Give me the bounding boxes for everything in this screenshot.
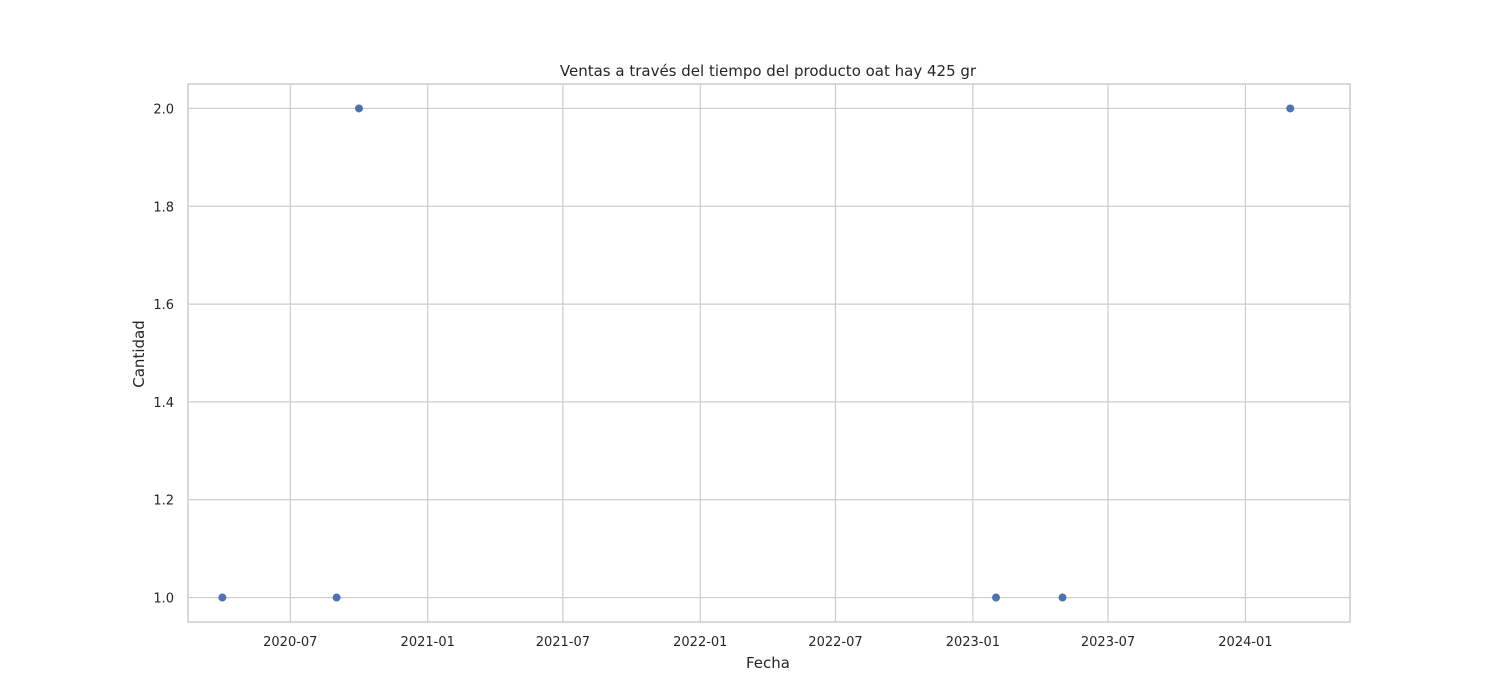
y-tick-label: 1.6 <box>153 298 174 313</box>
x-tick-label: 2023-07 <box>1081 635 1135 650</box>
x-tick-label: 2021-07 <box>536 635 590 650</box>
x-tick-label: 2022-07 <box>808 635 862 650</box>
grid-lines <box>188 84 1350 622</box>
x-tick-label: 2020-07 <box>263 635 317 650</box>
y-axis-label: Cantidad <box>130 320 148 387</box>
chart-title: Ventas a través del tiempo del producto … <box>560 62 977 80</box>
y-tick-labels: 1.0 1.2 1.4 1.6 1.8 2.0 <box>153 102 174 606</box>
x-tick-label: 2021-01 <box>401 635 455 650</box>
data-point <box>332 593 341 602</box>
x-axis-label: Fecha <box>746 654 790 672</box>
data-point <box>1058 593 1067 602</box>
data-point <box>355 104 364 113</box>
y-tick-label: 1.2 <box>153 494 174 509</box>
x-tick-label: 2024-01 <box>1218 635 1272 650</box>
plot-area-frame <box>187 83 1351 623</box>
data-points <box>218 104 1295 602</box>
x-tick-label: 2023-01 <box>946 635 1000 650</box>
data-point <box>1286 104 1295 113</box>
y-tick-label: 1.4 <box>153 396 174 411</box>
data-point <box>992 593 1001 602</box>
data-point <box>218 593 227 602</box>
x-tick-label: 2022-01 <box>673 635 727 650</box>
y-tick-label: 2.0 <box>153 102 174 117</box>
x-tick-labels: 2020-07 2021-01 2021-07 2022-01 2022-07 2023-… <box>263 635 1272 650</box>
y-tick-label: 1.0 <box>153 592 174 607</box>
y-tick-label: 1.8 <box>153 200 174 215</box>
